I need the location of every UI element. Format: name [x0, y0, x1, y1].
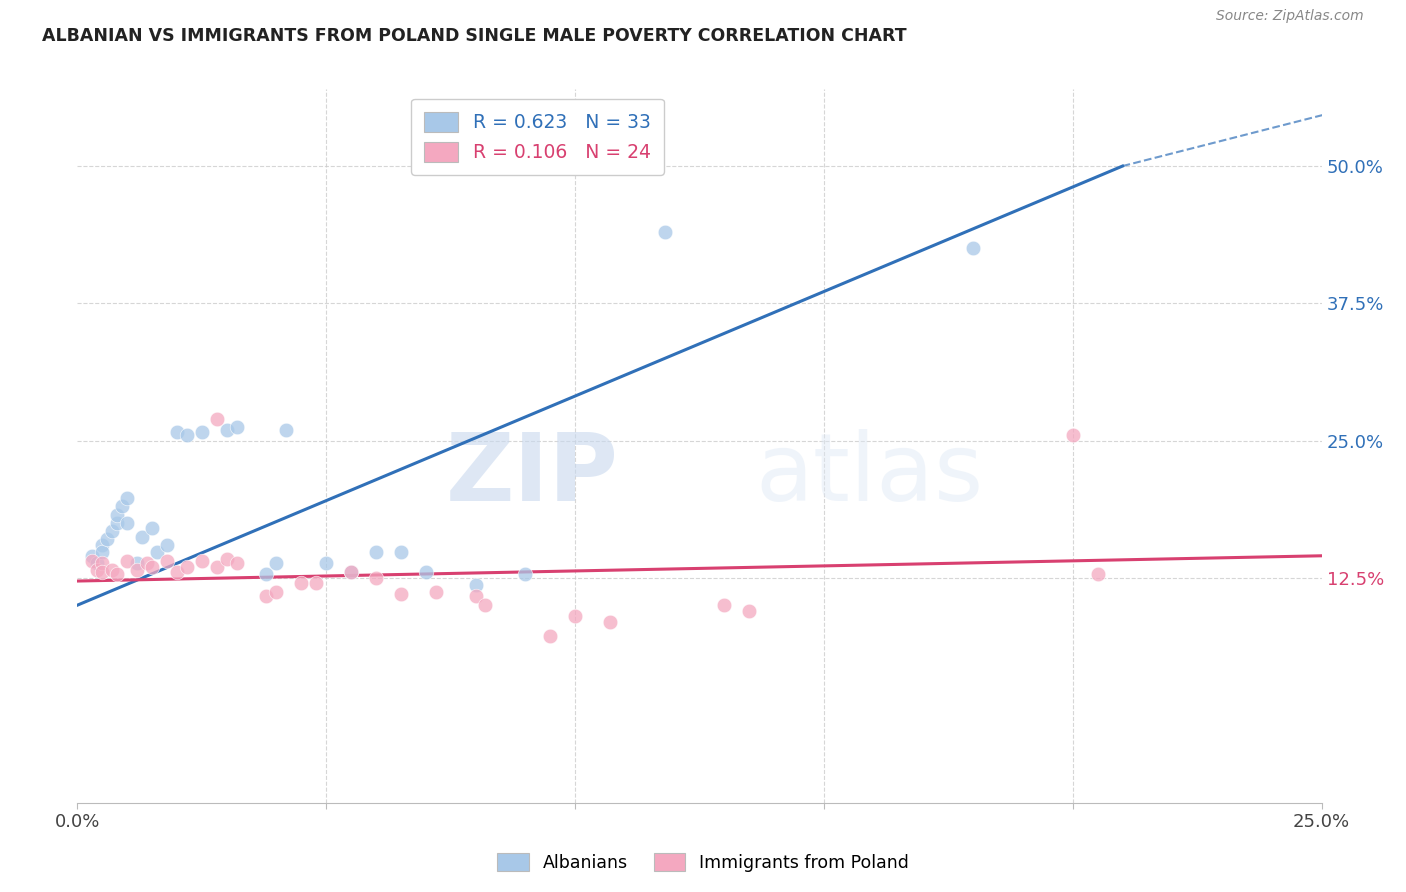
Point: [364, 571, 387, 585]
Point: [176, 559, 198, 574]
Point: [266, 585, 288, 599]
Point: [305, 576, 328, 591]
Point: [191, 425, 214, 439]
Point: [225, 420, 247, 434]
Point: [125, 557, 148, 571]
Point: [474, 598, 496, 612]
Point: [225, 557, 247, 571]
Point: [125, 563, 148, 577]
Point: [82, 549, 104, 563]
Point: [136, 557, 159, 571]
Point: [156, 554, 179, 568]
Point: [1087, 567, 1109, 582]
Point: [564, 609, 586, 624]
Point: [96, 533, 118, 547]
Point: [315, 557, 337, 571]
Legend: R = 0.623   N = 33, R = 0.106   N = 24: R = 0.623 N = 33, R = 0.106 N = 24: [411, 99, 664, 175]
Point: [389, 587, 412, 601]
Point: [215, 552, 238, 566]
Point: [538, 629, 561, 643]
Point: [464, 590, 486, 604]
Point: [290, 576, 312, 591]
Point: [364, 545, 387, 559]
Point: [101, 563, 124, 577]
Point: [105, 516, 128, 530]
Legend: Albanians, Immigrants from Poland: Albanians, Immigrants from Poland: [491, 847, 915, 879]
Point: [425, 585, 447, 599]
Point: [205, 411, 228, 425]
Point: [166, 425, 188, 439]
Point: [91, 566, 114, 580]
Point: [86, 563, 108, 577]
Point: [101, 524, 124, 538]
Point: [82, 554, 104, 568]
Point: [340, 566, 363, 580]
Point: [176, 428, 198, 442]
Point: [713, 598, 735, 612]
Point: [91, 557, 114, 571]
Point: [91, 538, 114, 552]
Point: [1062, 428, 1084, 442]
Point: [654, 225, 676, 239]
Point: [464, 578, 486, 592]
Point: [205, 559, 228, 574]
Point: [105, 508, 128, 523]
Point: [115, 516, 138, 530]
Point: [415, 566, 437, 580]
Point: [515, 567, 537, 582]
Point: [276, 423, 298, 437]
Point: [340, 566, 363, 580]
Point: [91, 545, 114, 559]
Point: [156, 538, 179, 552]
Point: [115, 491, 138, 505]
Point: [389, 545, 412, 559]
Point: [166, 566, 188, 580]
Point: [256, 590, 278, 604]
Point: [111, 500, 134, 514]
Point: [141, 521, 163, 535]
Point: [599, 615, 621, 629]
Point: [86, 557, 108, 571]
Text: Source: ZipAtlas.com: Source: ZipAtlas.com: [1216, 9, 1364, 23]
Point: [215, 423, 238, 437]
Text: atlas: atlas: [755, 428, 984, 521]
Point: [105, 567, 128, 582]
Point: [266, 557, 288, 571]
Point: [131, 530, 153, 544]
Point: [191, 554, 214, 568]
Point: [115, 554, 138, 568]
Point: [256, 567, 278, 582]
Text: ZIP: ZIP: [446, 428, 619, 521]
Point: [962, 241, 984, 255]
Point: [146, 545, 169, 559]
Point: [141, 559, 163, 574]
Point: [738, 604, 761, 618]
Text: ALBANIAN VS IMMIGRANTS FROM POLAND SINGLE MALE POVERTY CORRELATION CHART: ALBANIAN VS IMMIGRANTS FROM POLAND SINGL…: [42, 27, 907, 45]
